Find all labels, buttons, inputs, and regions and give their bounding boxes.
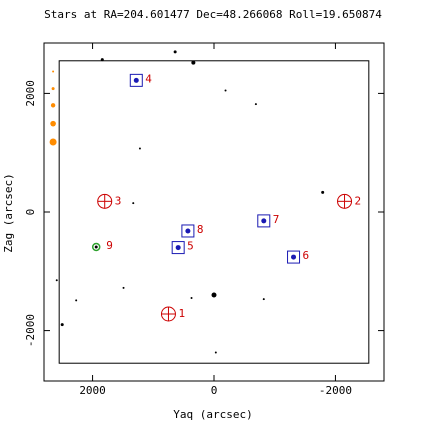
y-axis-label: Zag (arcsec) [2,173,15,252]
field-star [173,50,177,54]
guide-star-box [181,224,195,238]
magnitude-legend-dot [49,138,57,146]
fid-light-label: 2 [355,194,362,207]
fid-light-label: 1 [178,307,185,320]
x-tick-label: 2000 [79,384,106,397]
monitor-star-ring [91,242,101,252]
guide-star-box [129,73,143,87]
guide-star-label: 4 [145,72,152,85]
ccd-region [58,60,370,364]
axis-ticks: 2000 0 -2000 -2000 0 2000 [24,43,384,397]
field-star [262,298,265,301]
axes-box [43,42,385,382]
guide-stars-group: 4 5 6 7 8 [129,72,310,264]
field-star [224,89,227,92]
guide-star-dot [175,245,181,251]
guide-star-label: 8 [197,223,204,236]
guide-star-box [257,214,271,228]
magnitude-legend-group [49,70,57,146]
field-star [55,279,58,282]
field-star [191,60,196,65]
monitor-star-label: 9 [106,239,113,252]
guide-star-box [171,241,185,255]
field-star [211,292,217,298]
guide-star-label: 6 [303,249,310,262]
field-star [60,323,64,327]
field-stars-group [55,50,325,354]
ccd-boundary [58,60,370,364]
guide-star-label: 7 [273,213,280,226]
guide-star-box [287,250,301,264]
monitor-stars-group: 9 [91,239,113,252]
guide-star-dot [133,77,139,83]
field-star [321,190,325,194]
magnitude-legend-dot [50,120,56,127]
magnitude-legend-dot [51,87,55,91]
fid-lights-group: 1 2 3 [97,193,362,322]
fid-light-label: 3 [115,194,122,207]
y-tick-label: 2000 [24,80,37,107]
field-star [75,299,78,302]
x-tick-label: -2000 [319,384,352,397]
field-star [214,351,217,354]
field-star [190,296,193,299]
chart-title: Stars at RA=204.601477 Dec=48.266068 Rol… [44,8,382,21]
guide-star-dot [261,218,267,224]
field-star [122,286,125,289]
field-star [100,58,104,62]
x-axis-label: Yaq (arcsec) [173,408,252,421]
y-tick-label: -2000 [24,314,37,347]
guide-star-dot [291,254,297,260]
axes-frame [43,42,385,382]
guide-star-label: 5 [187,240,194,253]
y-tick-label: 0 [24,209,37,216]
monitor-star-dot [94,245,98,249]
guide-star-dot [185,228,191,234]
magnitude-legend-dot [52,70,55,73]
field-star [138,147,141,150]
field-star [254,103,257,106]
field-star [132,202,135,205]
magnitude-legend-dot [50,103,56,108]
x-tick-label: 0 [211,384,218,397]
